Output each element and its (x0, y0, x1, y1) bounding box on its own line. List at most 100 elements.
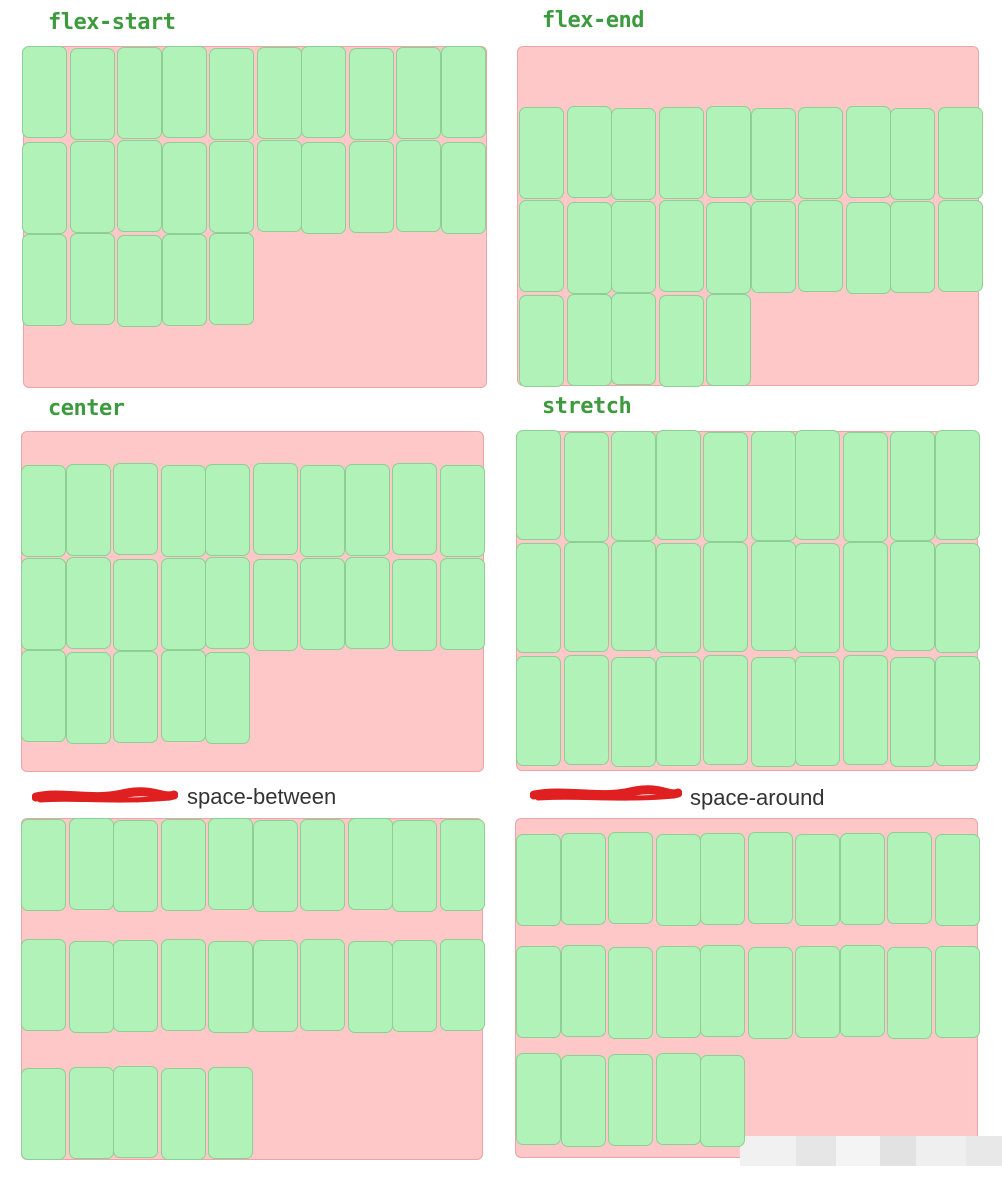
panel-label-flex-start: flex-start (48, 10, 176, 35)
flex-item (160, 1068, 206, 1160)
flex-item (608, 1054, 653, 1146)
flex-item (706, 106, 751, 198)
panel-label-stretch: stretch (542, 394, 632, 419)
flex-item (703, 655, 748, 765)
flex-item (396, 47, 441, 139)
flex-item (65, 464, 111, 556)
flex-item (795, 656, 840, 766)
flex-item (519, 295, 564, 387)
flex-item (560, 945, 606, 1037)
flex-item (700, 1055, 745, 1147)
flex-item (611, 108, 656, 200)
flex-item (658, 295, 704, 387)
flex-item (700, 833, 745, 925)
flex-item (890, 657, 935, 767)
panel-label-space-around: space-around (690, 785, 825, 810)
flex-item (563, 542, 609, 652)
watermark (740, 1136, 1002, 1166)
flex-item (113, 820, 158, 912)
red-scribble-icon (530, 785, 682, 801)
flex-item (117, 47, 162, 139)
flex-item (655, 946, 701, 1038)
flex-item (205, 464, 250, 556)
flex-item (563, 655, 609, 765)
flex-item (21, 1068, 66, 1160)
flex-item (348, 48, 394, 140)
flex-item (69, 48, 115, 140)
flex-item (439, 939, 485, 1031)
flex-item (347, 941, 393, 1033)
flex-item (795, 946, 840, 1038)
flex-item (934, 430, 980, 540)
flex-item (160, 558, 206, 650)
flex-item (795, 834, 840, 926)
flex-item (706, 202, 751, 294)
panel-label-flex-end: flex-end (542, 8, 644, 33)
flex-item (703, 432, 748, 542)
flex-item (21, 939, 66, 1031)
flex-item (117, 235, 162, 327)
flex-item (209, 141, 254, 233)
flex-item (934, 834, 980, 926)
flex-item (205, 652, 250, 744)
flex-item (700, 945, 745, 1037)
flex-item (300, 558, 345, 650)
flex-item (655, 656, 701, 766)
panel-label-space-between: space-between (187, 784, 337, 809)
flex-item (560, 1055, 606, 1147)
flex-item (252, 820, 298, 912)
flex-item (21, 558, 66, 650)
flex-item (113, 940, 158, 1032)
flex-item (439, 558, 485, 650)
flex-item (611, 541, 656, 651)
flex-item (22, 142, 67, 234)
flex-item (795, 543, 840, 653)
flex-item (392, 820, 437, 912)
flex-item (113, 651, 158, 743)
flex-item (839, 945, 885, 1037)
flex-item (611, 431, 656, 541)
flex-item (890, 431, 935, 541)
flex-item (439, 465, 485, 557)
red-scribble-icon (32, 787, 178, 803)
flex-item (842, 432, 888, 542)
flex-item (300, 819, 345, 911)
flex-item (161, 142, 207, 234)
flex-item (21, 465, 66, 557)
flex-item (845, 202, 891, 294)
flex-item (65, 652, 111, 744)
flex-item (934, 543, 980, 653)
flex-item (934, 946, 980, 1038)
flex-item (747, 832, 793, 924)
flex-item (655, 834, 701, 926)
flex-item (750, 541, 796, 651)
flex-item (890, 201, 935, 293)
flex-item (516, 946, 561, 1038)
flex-item (516, 1053, 561, 1145)
flex-item (68, 1067, 114, 1159)
flex-item (396, 140, 441, 232)
flex-item (887, 832, 932, 924)
flex-item (344, 557, 390, 649)
flex-item (516, 543, 561, 653)
flex-item (439, 819, 485, 911)
flex-item (205, 557, 250, 649)
flex-item (655, 430, 701, 540)
flex-item (209, 233, 254, 325)
flex-item (563, 432, 609, 542)
panel-label-center: center (48, 396, 125, 421)
flex-item (658, 107, 704, 199)
flex-item (22, 46, 67, 138)
flex-item (655, 1053, 701, 1145)
flex-item (69, 141, 115, 233)
flex-item (560, 833, 606, 925)
flex-item (750, 201, 796, 293)
flex-item (68, 818, 114, 910)
flex-item (890, 541, 935, 651)
flex-item (252, 940, 298, 1032)
flex-item (22, 234, 67, 326)
flex-item (611, 201, 656, 293)
flex-item (440, 142, 486, 234)
flex-item (842, 655, 888, 765)
flex-item (798, 107, 843, 199)
